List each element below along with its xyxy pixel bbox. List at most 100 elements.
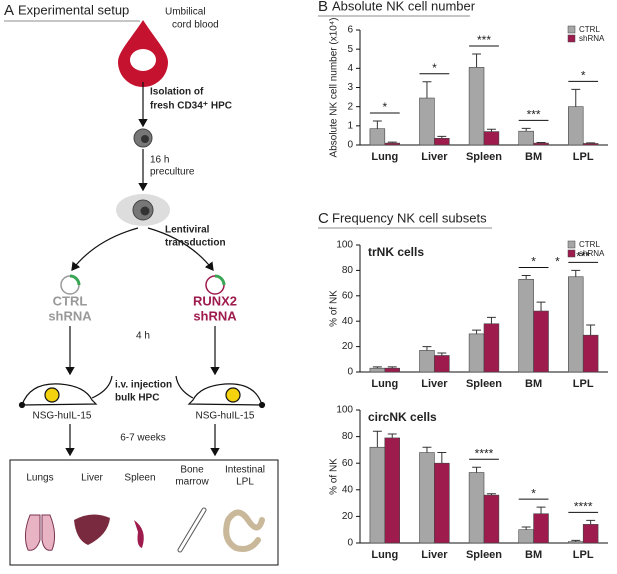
error-bar [586,519,596,525]
organ-box [9,459,279,566]
label: Umbilical [165,7,206,18]
error-bar [536,301,546,312]
error-bar [536,506,546,514]
y-tick-label: 40 [342,316,354,327]
bar [468,67,485,146]
x-tick-label: Liver [421,378,448,390]
bar [568,106,584,146]
label: shRNA [48,308,92,323]
bar [518,278,534,373]
panel-letter: B [318,0,328,15]
bar [384,437,400,544]
legend-swatch [567,249,576,258]
panel-letter: A [4,2,14,19]
organ-label: Liver [81,473,103,484]
error-bar [422,446,432,453]
organ-label: Intestinal [225,465,265,476]
legend-label: shRNA [579,249,605,258]
error-bar [387,366,397,369]
bar [483,131,500,146]
nucleus [140,206,150,216]
chart-subtitle: circNK cells [368,410,437,424]
nucleus [141,135,149,143]
x-tick-label: BM [525,378,542,390]
bar [419,97,435,146]
y-tick-label: 3 [347,82,353,93]
y-tick-label: 0 [347,367,353,378]
error-bar [387,141,397,144]
y-tick-label: 40 [342,484,354,495]
y-tick-label: 0 [347,140,353,151]
error-bar [437,135,447,139]
y-tick-label: 60 [342,290,354,301]
x-tick-label: BM [525,549,542,561]
label: NSG-huIL-15 [196,411,255,422]
bar [582,524,599,544]
error-bar [372,120,382,129]
panel-title: Frequency NK cell subsets [332,210,487,225]
bar [568,276,584,373]
label: shRNA [193,308,237,323]
legend-swatch [567,25,576,34]
y-axis-label: Absolute NK cell number (x10⁴) [329,18,340,158]
bar [483,323,500,373]
error-bar [372,366,382,369]
y-tick-label: 100 [336,240,353,251]
panel-title: Experimental setup [18,2,129,17]
label: 4 h [136,331,150,342]
bar [533,310,549,373]
significance-label: *** [527,107,541,121]
y-tick-label: 20 [342,341,354,352]
bar [468,472,485,544]
x-tick-label: LPL [573,151,594,163]
error-bar [437,352,447,356]
x-tick-label: Liver [421,151,448,163]
bar [384,367,400,373]
organ-label: marrow [175,477,209,488]
significance-label: **** [574,500,593,514]
label: NSG-huIL-15 [33,411,92,422]
x-tick-label: BM [525,151,542,163]
significance-label: *** [477,33,491,47]
error-bar [536,142,546,144]
significance-label: * [531,486,536,500]
bar [518,529,534,544]
spleen-icon [134,520,144,548]
error-bar [486,316,496,324]
arrows [65,82,220,457]
error-bar [586,142,596,144]
error-bar [521,127,531,132]
plasmid-insert [214,274,226,286]
x-tick-label: Spleen [466,151,502,163]
bar [568,541,584,544]
legend-label: shRNA [579,34,605,43]
label: bulk HPC [115,393,159,404]
bar [434,462,450,544]
significance-label: * [555,255,560,269]
significance-label: **** [475,446,494,460]
x-tick-label: Lung [371,378,398,390]
bone-icon [178,508,206,552]
significance-label: *** [576,250,590,264]
legend-swatch [567,34,576,43]
y-tick-label: 2 [347,101,353,112]
y-axis-label: % of NK [329,458,340,495]
x-tick-label: Spleen [466,549,502,561]
y-tick-label: 80 [342,265,354,276]
baby [130,49,156,71]
label: 6-7 weeks [120,433,166,444]
error-bar [472,466,482,473]
error-bar [422,346,432,351]
x-tick-label: Liver [421,549,448,561]
y-tick-label: 0 [347,538,353,549]
chart-title: Absolute NK cell number [332,0,476,13]
label: CTRL [53,293,88,308]
error-bar [571,539,581,542]
x-tick-label: Lung [371,151,398,163]
x-tick-label: Lung [371,549,398,561]
bar [384,142,400,146]
error-bar [586,324,596,336]
error-bar [486,493,496,496]
y-tick-label: 4 [347,63,353,74]
